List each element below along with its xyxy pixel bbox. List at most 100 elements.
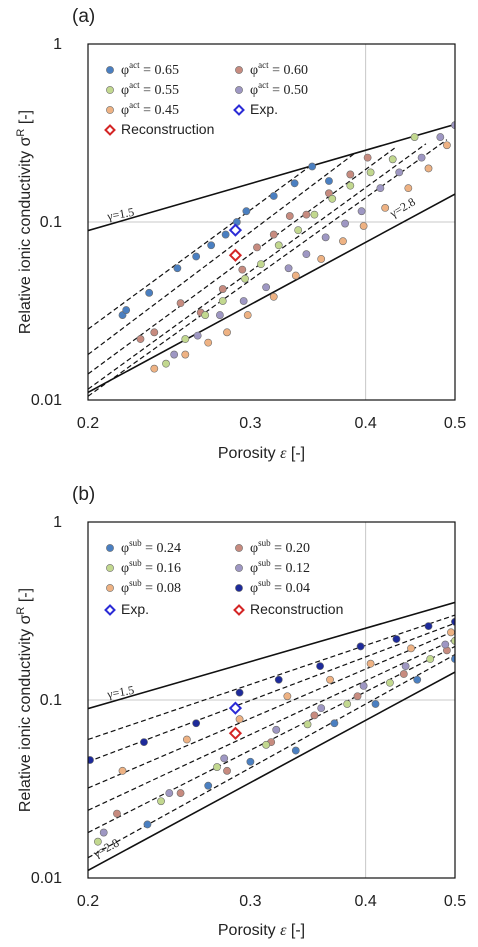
data-point [223, 328, 231, 337]
series-3 [162, 133, 419, 368]
data-point [204, 781, 213, 790]
data-point [201, 311, 210, 319]
data-point [182, 735, 191, 744]
data-point [88, 756, 94, 764]
x-tick-label: 0.4 [354, 893, 376, 910]
exp-marker [228, 223, 243, 237]
x-axis-label: Porosity ε [-] [218, 922, 305, 939]
y-axis-label: Relative ionic conductivity σR [-] [15, 110, 34, 334]
gamma-annotation: γ=2.8 [90, 836, 121, 862]
bound-line-1 [88, 601, 455, 710]
y-tick-label: 0.1 [40, 692, 62, 709]
data-point [392, 635, 401, 643]
legend-label: φact = 0.45 [121, 100, 179, 118]
data-point [143, 820, 152, 829]
legend-label: φact = 0.55 [121, 80, 179, 98]
data-point [447, 628, 455, 637]
data-point [145, 288, 154, 297]
fit-line-4 [88, 143, 427, 390]
data-point [218, 285, 227, 293]
data-point [363, 153, 372, 162]
bound-line-2 [88, 671, 455, 872]
series-1 [118, 162, 333, 319]
data-point [330, 719, 339, 728]
data-point [274, 241, 283, 250]
x-tick-label: 0.5 [444, 415, 466, 432]
data-point [381, 204, 390, 212]
plot-area [88, 522, 455, 878]
y-tick-label: 1 [53, 36, 62, 53]
fit-line-2 [88, 622, 455, 763]
legend-exp-marker [104, 604, 116, 616]
data-point [173, 264, 182, 273]
legend-marker [106, 584, 114, 592]
data-point [357, 207, 366, 216]
data-point [371, 700, 380, 708]
fit-line-5 [88, 645, 455, 834]
legend-marker [235, 86, 243, 94]
fit-line-2 [88, 152, 356, 356]
legend-label: φsub = 0.08 [121, 578, 181, 596]
data-point [257, 260, 265, 269]
data-point [246, 757, 255, 766]
data-point [291, 271, 300, 280]
y-tick-label: 0.1 [40, 214, 62, 231]
data-point [325, 177, 333, 185]
data-point [302, 210, 311, 219]
data-point [241, 274, 249, 283]
legend-marker [235, 544, 243, 552]
fit-line-4 [88, 638, 455, 811]
fit-line-1 [88, 614, 455, 741]
data-point [436, 133, 445, 141]
data-point [213, 763, 221, 771]
data-point [140, 738, 148, 747]
legend-marker [106, 106, 114, 114]
legend-label: φsub = 0.04 [250, 578, 310, 596]
data-point [346, 170, 355, 179]
data-point [376, 184, 385, 193]
data-point [223, 766, 231, 775]
data-point [176, 299, 185, 308]
series-2 [136, 153, 372, 343]
data-point [118, 766, 127, 775]
x-tick-label: 0.4 [354, 415, 376, 432]
data-point [221, 230, 230, 239]
data-point [181, 335, 190, 343]
legend-marker [235, 564, 243, 572]
data-point [99, 828, 108, 837]
data-point [218, 297, 227, 305]
data-point [262, 740, 271, 749]
fit-line-1 [88, 164, 313, 330]
legend-marker [235, 66, 243, 74]
data-point [404, 184, 413, 193]
data-point [204, 338, 213, 347]
data-point [424, 622, 433, 631]
fit-line-3 [88, 147, 395, 375]
data-point [239, 297, 248, 305]
data-point [441, 640, 450, 649]
data-point [113, 809, 121, 818]
bound-line-2 [88, 193, 455, 394]
data-point [359, 222, 368, 230]
y-tick-label: 1 [53, 514, 62, 531]
data-point [310, 711, 319, 720]
data-point [407, 644, 415, 653]
legend: φsub = 0.24 φsub = 0.20 φsub = 0.16 φsub = … [104, 538, 343, 617]
data-point [356, 642, 365, 651]
series-2 [113, 646, 451, 818]
data-point [243, 311, 252, 319]
data-point [426, 655, 435, 663]
legend-label: φsub = 0.12 [250, 558, 310, 576]
legend-marker [106, 86, 114, 94]
exp-marker [228, 701, 243, 715]
data-point [366, 659, 375, 668]
series-4 [99, 640, 450, 837]
fit-line-6 [88, 654, 455, 859]
x-tick-label: 0.2 [77, 415, 99, 432]
data-point [346, 181, 355, 190]
data-point [238, 265, 247, 274]
data-point [253, 243, 261, 252]
data-point [399, 670, 408, 678]
data-point [321, 233, 330, 242]
data-point [285, 212, 294, 220]
